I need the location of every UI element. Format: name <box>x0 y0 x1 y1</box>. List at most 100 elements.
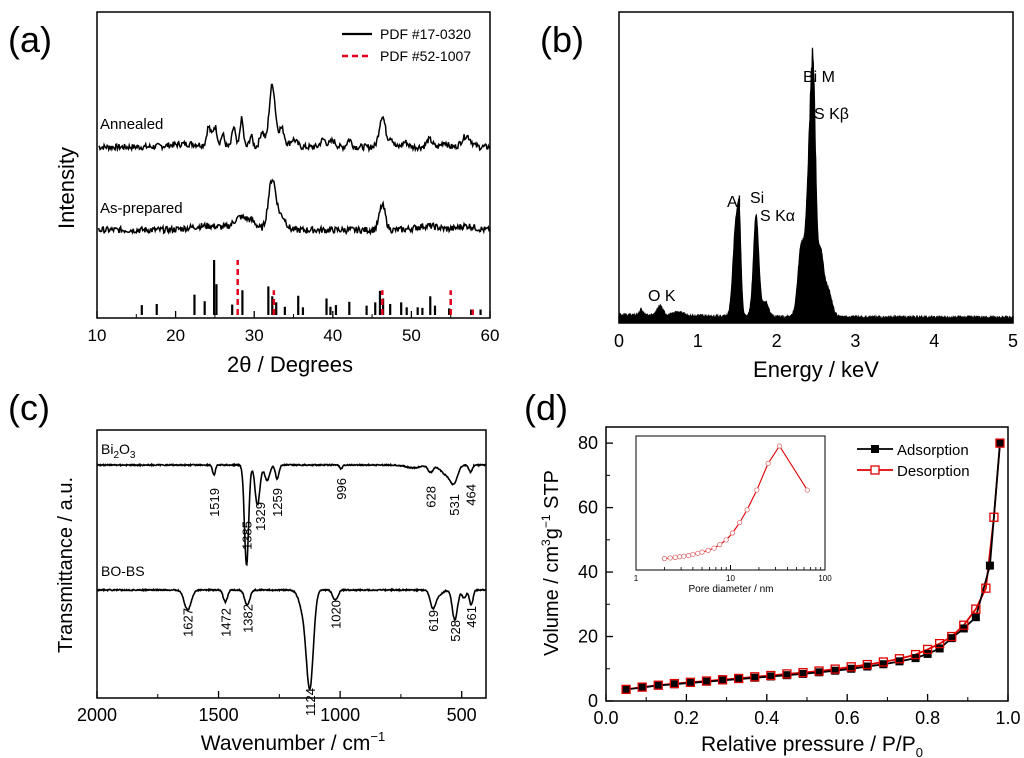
point-desorption <box>621 684 631 695</box>
xtick-label-0.4: 0.4 <box>754 708 779 728</box>
inset-series <box>661 443 810 562</box>
xtick-label-60: 60 <box>481 326 500 345</box>
inset-xticks: 1 10 100 <box>634 565 832 583</box>
trace-label-bi2o3: Bi2O3 <box>101 441 136 461</box>
point-adsorption <box>815 668 824 677</box>
inset-xtick-label-10: 10 <box>726 574 735 583</box>
point-adsorption <box>782 671 791 680</box>
point-adsorption <box>831 666 840 675</box>
point-adsorption <box>670 680 679 689</box>
point-desorption <box>862 659 872 670</box>
band-label-bo-bs-1627: 1627 <box>181 608 196 637</box>
panel-d-series <box>621 438 1005 695</box>
inset-xlabel: Pore diameter / nm <box>688 584 773 595</box>
band-label-bi2o3-531: 531 <box>447 494 462 516</box>
point-adsorption <box>985 561 994 570</box>
inset-point-psd <box>690 551 696 558</box>
point-adsorption <box>766 672 775 681</box>
point-desorption <box>798 667 808 678</box>
xtick-label-20: 20 <box>166 326 185 345</box>
point-desorption <box>685 677 696 687</box>
point-adsorption <box>622 685 631 694</box>
ytick-label-20: 20 <box>578 627 598 647</box>
band-label-bo-bs-1124: 1124 <box>303 688 318 716</box>
point-adsorption <box>847 664 856 673</box>
point-desorption <box>637 682 647 692</box>
point-adsorption <box>750 673 759 682</box>
panel-c-ylabel: Transmittance / a.u. <box>55 477 77 653</box>
panel-a-xlabel: 2θ / Degrees <box>227 352 353 377</box>
ytick-label-40: 40 <box>578 562 598 582</box>
xtick-label-4: 4 <box>929 331 939 351</box>
panel-a-xticks: 10 20 30 40 50 60 <box>88 311 500 345</box>
inset-point-psd <box>667 555 673 561</box>
xtick-label-1500: 1500 <box>199 705 239 725</box>
point-adsorption <box>935 644 944 653</box>
band-label-bi2o3-464: 464 <box>463 484 478 506</box>
panel-d-inset: 1 10 100 Pore diameter / nm <box>634 435 832 595</box>
point-desorption <box>878 657 889 667</box>
point-desorption <box>959 620 969 630</box>
inset-point-psd <box>717 541 723 548</box>
panel-a-traces <box>97 83 490 236</box>
point-desorption <box>717 675 728 685</box>
point-desorption <box>910 649 921 660</box>
peak-label-al: Al <box>727 194 741 211</box>
point-adsorption <box>654 681 663 690</box>
point-desorption <box>995 438 1005 448</box>
inset-xtick-label-100: 100 <box>818 574 832 583</box>
xtick-label-40: 40 <box>323 326 342 345</box>
panel-c-traces <box>96 462 487 691</box>
point-adsorption <box>638 683 647 692</box>
xtick-label-0.6: 0.6 <box>835 708 860 728</box>
xtick-label-3: 3 <box>850 331 860 351</box>
trace-label-bo-bs: BO-BS <box>101 563 145 579</box>
panel-d-xlabel: Relative pressure / P/P0 <box>701 733 923 758</box>
band-label-bo-bs-1382: 1382 <box>240 604 255 633</box>
point-desorption <box>653 680 663 690</box>
band-label-bi2o3-996: 996 <box>334 478 349 500</box>
band-label-bi2o3-1385: 1385 <box>240 521 255 550</box>
point-desorption <box>894 654 905 664</box>
point-desorption <box>989 512 999 522</box>
inset-point-psd <box>661 555 668 562</box>
xtick-label-500: 500 <box>447 705 477 725</box>
panel-c-frame <box>96 429 487 699</box>
xtick-label-5: 5 <box>1008 331 1018 351</box>
peak-label-o-k: O K <box>648 288 676 305</box>
panel-a-reference-lines <box>140 260 482 315</box>
legend-label-desorption: Desorption <box>897 463 970 480</box>
panel-c-xlabel: Wavenumber / cm−1 <box>201 729 385 755</box>
ytick-label-60: 60 <box>578 498 598 518</box>
trace-bo-bs <box>97 587 487 691</box>
point-adsorption <box>895 657 904 666</box>
point-desorption <box>830 664 840 674</box>
band-label-bo-bs-1020: 1020 <box>328 600 343 629</box>
legend-marker-adsorption <box>871 445 879 453</box>
point-desorption <box>750 672 760 682</box>
point-desorption <box>766 670 776 681</box>
panel-d-isotherm: 0.0 0.2 0.4 0.6 0.8 1.0 0 20 40 60 80 Adsorption D… <box>539 426 1021 758</box>
legend-label-pdf-17-0320: PDF #17-0320 <box>380 26 471 42</box>
point-adsorption <box>718 676 727 685</box>
point-adsorption <box>947 634 956 643</box>
legend-label-adsorption: Adsorption <box>897 442 969 459</box>
point-adsorption <box>686 678 695 687</box>
panel-a-tag: (a) <box>8 19 52 60</box>
inset-point-psd <box>729 530 736 536</box>
point-desorption <box>971 604 981 614</box>
panel-a-xrd: 10 20 30 40 50 60 Annealed As-prepared PDF #1… <box>54 11 500 377</box>
panel-b-tag: (b) <box>540 19 584 60</box>
peak-label-bi-m: Bi M <box>803 69 835 86</box>
xtick-label-30: 30 <box>245 326 264 345</box>
point-desorption <box>782 669 792 679</box>
panel-b-xlabel: Energy / keV <box>753 357 879 382</box>
band-label-bo-bs-619: 619 <box>426 610 441 632</box>
inset-point-psd <box>737 519 743 526</box>
panel-d-legend: Adsorption Desorption <box>857 442 970 480</box>
inset-point-psd <box>699 549 705 555</box>
inset-point-psd <box>804 487 810 493</box>
point-desorption <box>701 676 712 686</box>
panel-c-tag: (c) <box>8 387 50 428</box>
